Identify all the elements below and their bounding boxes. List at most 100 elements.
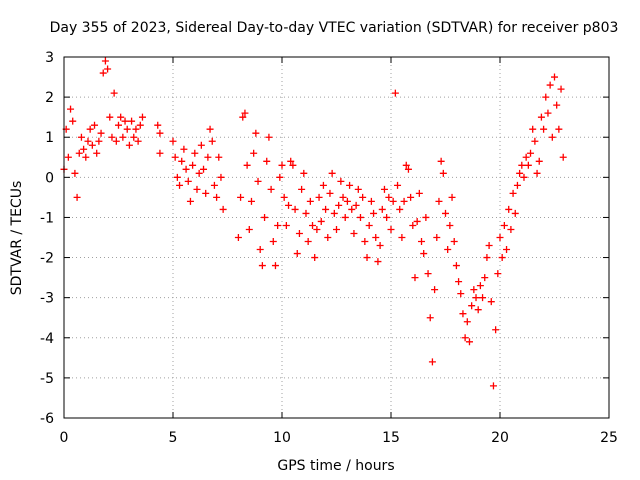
- data-point: [204, 153, 212, 161]
- data-point: [71, 169, 79, 177]
- data-point: [529, 125, 537, 133]
- data-point: [527, 149, 535, 157]
- data-point: [400, 197, 408, 205]
- data-point: [130, 133, 138, 141]
- data-point: [237, 193, 245, 201]
- data-point: [555, 125, 563, 133]
- data-point: [435, 197, 443, 205]
- y-tick-label: -3: [40, 291, 54, 307]
- data-point: [404, 165, 412, 173]
- data-point: [215, 153, 223, 161]
- data-point: [326, 189, 334, 197]
- data-point: [243, 161, 251, 169]
- data-point: [535, 157, 543, 165]
- data-point: [274, 221, 282, 229]
- data-point: [112, 137, 120, 145]
- data-point: [254, 177, 262, 185]
- data-point: [361, 238, 369, 246]
- data-point: [261, 213, 269, 221]
- data-point: [352, 201, 360, 209]
- data-point: [180, 145, 188, 153]
- data-point: [88, 141, 96, 149]
- data-point: [322, 205, 330, 213]
- data-point: [184, 177, 192, 185]
- data-point: [293, 250, 301, 258]
- y-tick-label: 1: [45, 130, 54, 146]
- data-point: [372, 234, 380, 241]
- data-point: [511, 209, 519, 217]
- x-tick-label: 20: [491, 430, 509, 446]
- data-point: [287, 157, 295, 165]
- data-point: [282, 221, 290, 229]
- data-point: [313, 225, 321, 233]
- data-point: [213, 193, 221, 201]
- data-point: [132, 125, 140, 133]
- y-tick-label: -1: [40, 210, 54, 226]
- data-point: [383, 213, 391, 221]
- y-tick-label: 0: [45, 170, 54, 186]
- data-point: [489, 382, 497, 390]
- data-point: [540, 125, 548, 133]
- data-point: [442, 209, 449, 217]
- data-point: [328, 169, 336, 177]
- data-point: [413, 217, 421, 225]
- data-point: [524, 161, 532, 169]
- data-point: [77, 133, 85, 141]
- data-point: [106, 113, 114, 121]
- data-point: [507, 225, 515, 233]
- data-point: [317, 217, 325, 225]
- data-point: [402, 161, 410, 169]
- data-point: [197, 141, 205, 149]
- data-point: [193, 185, 201, 193]
- data-point: [241, 109, 249, 117]
- data-point: [119, 133, 127, 141]
- data-point: [191, 149, 199, 157]
- data-point: [173, 173, 181, 181]
- data-point: [154, 121, 162, 129]
- data-point: [304, 238, 312, 246]
- data-point: [474, 306, 482, 314]
- data-point: [346, 181, 354, 189]
- data-point: [378, 205, 386, 213]
- data-point: [551, 73, 558, 81]
- data-point: [82, 153, 90, 161]
- data-point: [171, 153, 179, 161]
- data-point: [500, 221, 508, 229]
- grid-lines: [64, 57, 609, 418]
- data-point: [461, 334, 469, 342]
- data-point: [398, 234, 406, 241]
- data-point: [341, 213, 349, 221]
- data-point: [476, 282, 484, 290]
- data-point: [335, 201, 343, 209]
- data-point: [75, 149, 83, 157]
- x-tick-label: 15: [382, 430, 400, 446]
- data-point: [67, 105, 75, 113]
- data-point: [503, 246, 511, 254]
- data-point: [516, 169, 524, 177]
- data-point: [509, 189, 517, 197]
- data-point: [108, 133, 116, 141]
- data-point: [104, 65, 112, 73]
- data-point: [359, 193, 367, 201]
- data-point: [169, 137, 177, 145]
- y-tick-label: -6: [40, 411, 54, 427]
- data-point: [101, 57, 109, 65]
- data-point: [99, 69, 107, 77]
- data-point: [186, 197, 194, 205]
- data-point: [247, 197, 255, 205]
- data-point: [544, 109, 552, 117]
- data-point: [298, 185, 306, 193]
- y-tick-label: 2: [45, 90, 54, 106]
- data-point: [492, 326, 500, 334]
- chart-title: Day 355 of 2023, Sidereal Day-to-day VTE…: [50, 20, 619, 36]
- data-point: [468, 302, 476, 310]
- data-point: [178, 157, 186, 165]
- data-point: [418, 238, 426, 246]
- data-point: [350, 229, 358, 237]
- data-point: [548, 133, 556, 141]
- data-point: [520, 173, 528, 181]
- data-point: [487, 298, 495, 306]
- data-point: [93, 149, 101, 157]
- data-point: [553, 101, 561, 109]
